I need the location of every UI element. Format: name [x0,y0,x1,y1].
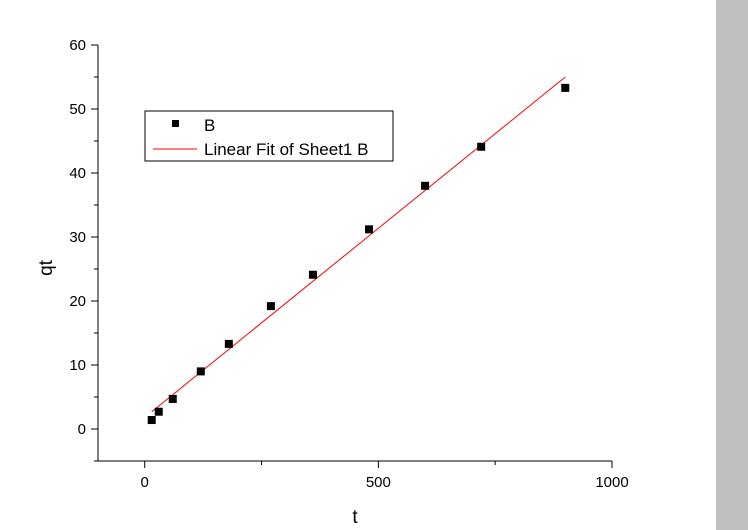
y-axis-title: qt [36,259,57,276]
x-tick-label: 1000 [595,474,628,491]
x-tick-label: 0 [141,474,149,491]
data-point [168,394,177,403]
y-tick-label: 30 [69,229,86,246]
data-point [421,181,430,190]
data-point [365,225,374,234]
y-tick-label: 10 [69,357,86,374]
fit-line-layer [151,76,566,413]
legend-label-b: B [204,116,215,135]
data-point [308,270,317,279]
legend: B Linear Fit of Sheet1 B [144,110,394,162]
y-tick-label: 0 [78,421,86,438]
data-point [196,367,205,376]
legend-marker-square [172,120,179,127]
side-panel [716,0,748,530]
data-point [561,83,570,92]
legend-box [144,110,394,162]
y-tick-label: 60 [69,37,86,54]
y-tick-label: 20 [69,293,86,310]
legend-label-fit: Linear Fit of Sheet1 B [204,140,368,159]
y-tick-label: 40 [69,165,86,182]
x-axis-title: t [352,507,358,528]
x-axis: 0 500 1000 [98,460,629,491]
data-point [266,302,275,311]
data-point [224,339,233,348]
data-point [154,407,163,416]
linear-fit-line [151,76,566,413]
data-point [147,416,156,425]
data-point [477,142,486,151]
y-axis: 0 10 20 30 40 50 60 [69,37,99,462]
x-tick-label: 500 [366,474,391,491]
y-tick-label: 50 [69,101,86,118]
data-points-layer [147,83,570,425]
